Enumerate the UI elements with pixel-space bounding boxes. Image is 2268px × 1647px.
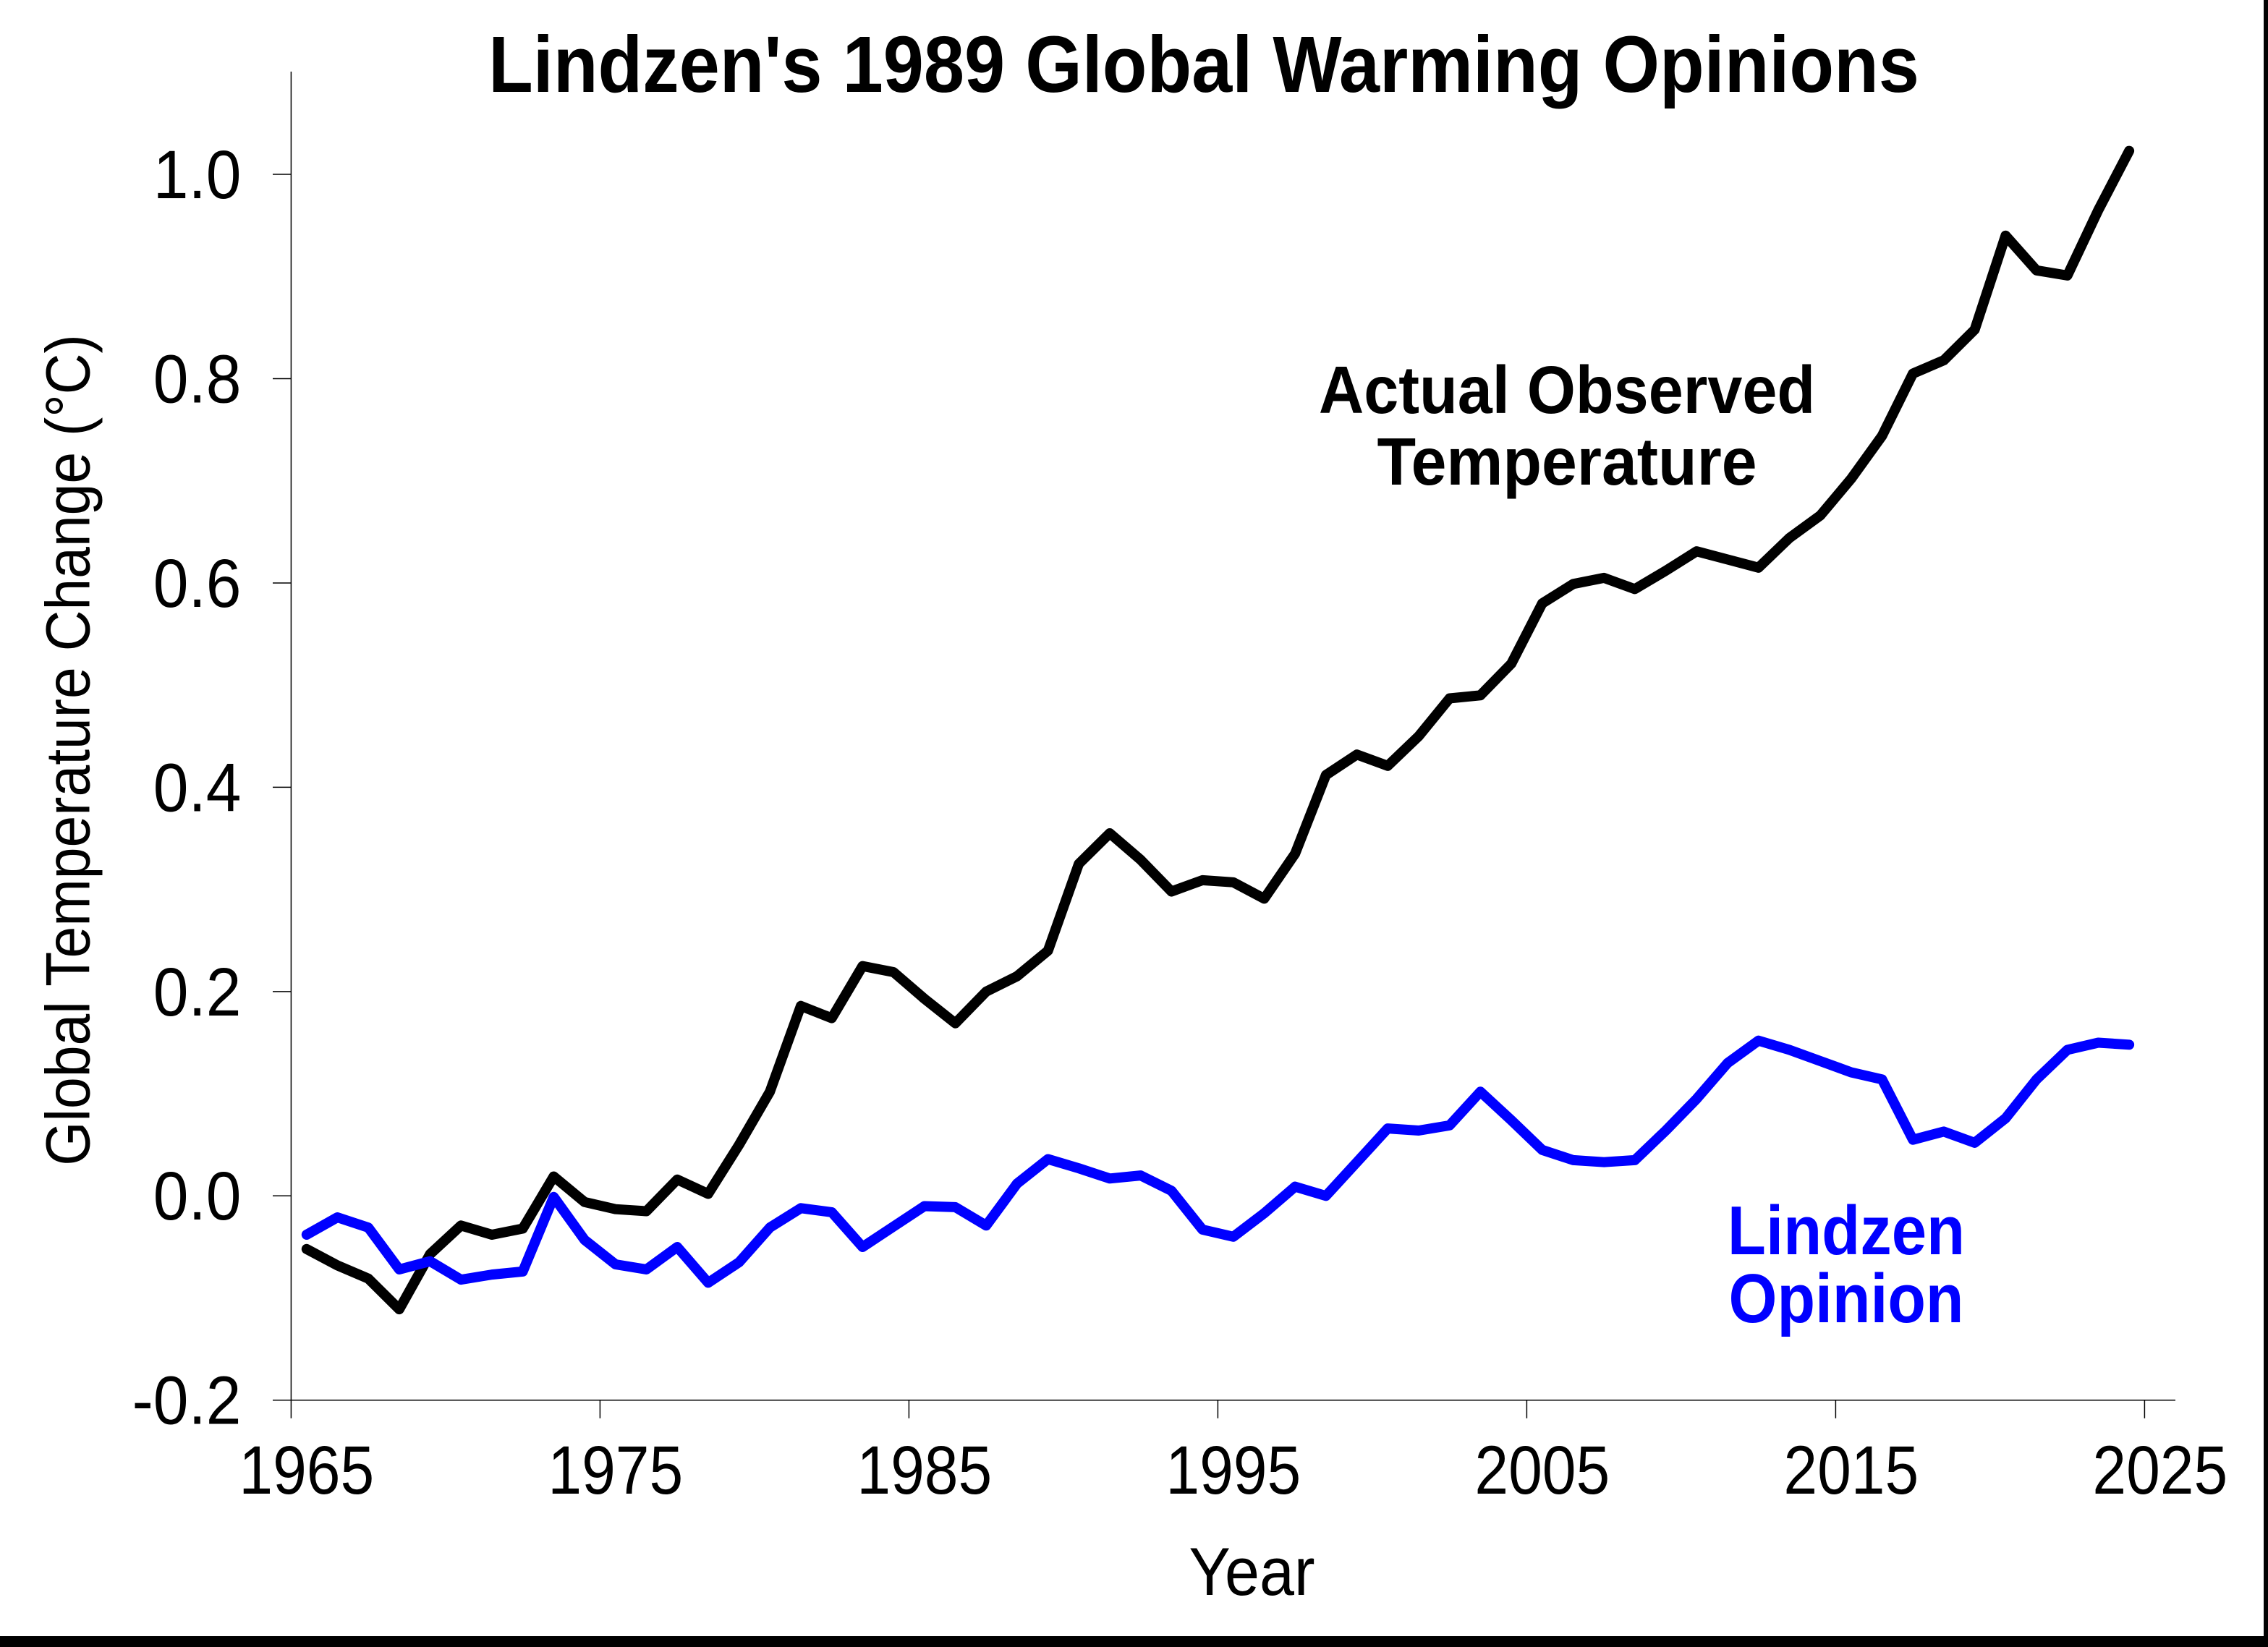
svg-text:Lindzen: Lindzen (1728, 1192, 1965, 1269)
svg-text:2005: 2005 (1474, 1431, 1610, 1508)
svg-text:Year: Year (1189, 1534, 1314, 1610)
svg-text:1975: 1975 (548, 1431, 683, 1508)
svg-text:Lindzen's 1989 Global Warming: Lindzen's 1989 Global Warming Opinions (488, 20, 1919, 109)
svg-text:1965: 1965 (239, 1431, 374, 1508)
svg-text:0.0: 0.0 (153, 1158, 242, 1235)
svg-text:2025: 2025 (2092, 1431, 2227, 1508)
svg-text:0.8: 0.8 (153, 341, 242, 417)
svg-text:0.2: 0.2 (153, 954, 242, 1031)
svg-text:-0.2: -0.2 (132, 1362, 242, 1439)
svg-text:2015: 2015 (1783, 1431, 1919, 1508)
svg-text:Temperature: Temperature (1377, 425, 1757, 500)
svg-text:Global Temperature Change (°C): Global Temperature Change (°C) (33, 334, 103, 1165)
svg-text:1985: 1985 (857, 1431, 992, 1508)
svg-text:0.4: 0.4 (153, 749, 242, 826)
svg-text:1.0: 1.0 (153, 137, 242, 213)
svg-text:0.6: 0.6 (153, 545, 242, 622)
svg-text:Actual Observed: Actual Observed (1319, 353, 1815, 428)
svg-text:1995: 1995 (1165, 1431, 1301, 1508)
svg-text:Opinion: Opinion (1729, 1260, 1964, 1337)
